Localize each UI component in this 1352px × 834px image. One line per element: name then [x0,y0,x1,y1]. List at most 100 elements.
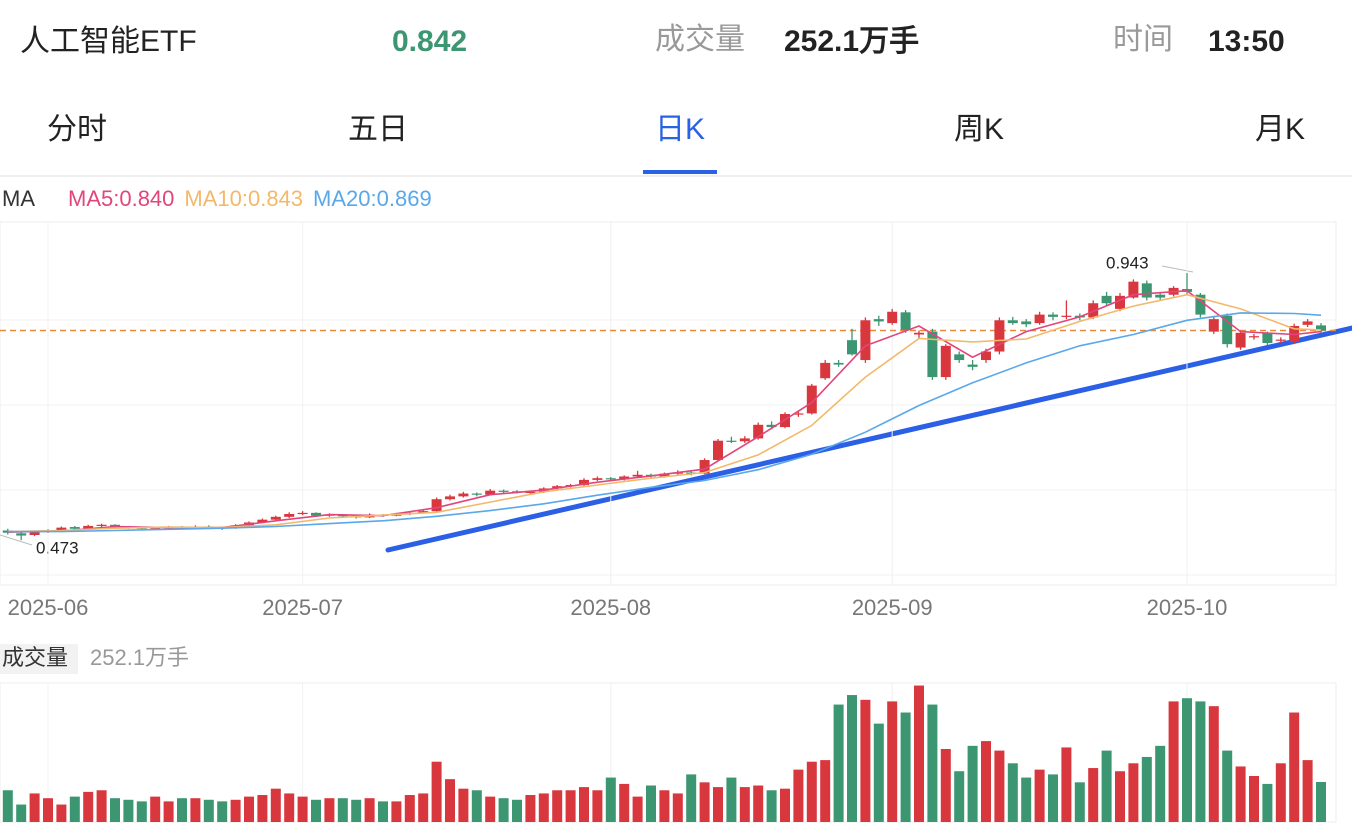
candle-body [699,460,710,474]
volume-bar [284,793,295,822]
volume-bar [1289,712,1300,822]
time-value: 13:50 [1208,25,1285,58]
volume-bar [485,796,496,822]
volume-bar [672,793,683,822]
candle-body [713,440,723,461]
volume-bar [806,761,817,822]
ma-legend-title: MA [2,186,35,211]
volume-bar [981,741,991,822]
volume-bar [297,796,308,822]
volume-title-bg [0,644,78,674]
volume-bar [780,788,790,822]
candle-body [270,516,281,520]
candle-body [940,345,951,378]
candle-body [873,319,884,322]
volume-bar [605,777,616,822]
volume-bar [69,796,80,822]
volume-bar [619,783,630,822]
volume-bar [1262,783,1273,822]
candle-body [619,476,630,480]
volume-bar [404,795,415,822]
volume-bar [83,791,94,822]
volume-bar [203,799,214,822]
candle-body [1235,332,1246,348]
volume-bar [2,790,13,822]
volume-bar [887,701,898,822]
volume-title: 成交量 [2,645,68,670]
volume-bar [646,785,656,822]
candle-body [29,531,40,536]
candle-body [914,332,924,335]
candle-body [431,499,442,512]
volume-bar [1048,774,1058,822]
tab[interactable]: 分时 [47,113,107,146]
candle-body [766,424,777,428]
high-annotation: 0.943 [1106,253,1149,272]
candle-body [552,486,563,489]
volume-bar [512,799,522,822]
volume-bar [833,704,844,822]
candle-body [485,490,496,495]
high-leader [1161,265,1194,273]
tab[interactable]: 五日 [348,113,408,146]
volume-bar [1074,782,1085,822]
volume-bar [525,795,536,822]
candle-body [605,478,616,480]
candle-body [110,524,120,527]
candle-body [806,385,817,414]
candle-body [284,513,295,517]
candle-body [1115,295,1125,309]
volume-legend: 252.1万手 [90,645,189,670]
volume-bar [739,787,750,822]
volume-bar [96,790,107,822]
candle-body [659,473,670,477]
volume-bar [351,799,362,822]
candle-body [83,525,94,529]
volume-bar [967,745,978,822]
candle-body [445,496,455,500]
volume-bar [900,712,911,822]
x-tick-label: 2025-09 [852,595,933,620]
volume-bar [1168,701,1179,822]
candle-body [739,438,750,442]
volume-bar [873,723,884,822]
volume-bar [860,699,871,822]
volume-bar [820,760,831,822]
candle-body [1208,319,1219,332]
volume-bar [458,788,469,822]
volume-bar [753,785,764,822]
candle-body [69,527,80,529]
candle-body [257,519,268,523]
volume-bar [1249,775,1259,822]
tab[interactable]: 月K [1255,113,1305,146]
volume-bar [565,790,576,822]
volume-bar [1115,771,1125,822]
candle-body [967,364,978,367]
volume-bar [163,801,174,822]
volume-bar [1101,750,1112,822]
volume-bar [1235,766,1246,822]
x-tick-label: 2025-07 [262,595,343,620]
volume-bar [1021,777,1032,822]
x-tick-label: 2025-10 [1147,595,1228,620]
ma-legend: MA20:0.869 [313,186,432,211]
volume-bar [471,790,482,822]
volume-bar [311,799,321,822]
candle-body [847,340,857,355]
volume-bar [1316,781,1326,822]
volume-bar [954,771,965,822]
volume-bar [445,779,455,822]
tab[interactable]: 周K [954,113,1004,146]
candle-body [297,512,308,515]
volume-bar [257,795,268,822]
tab[interactable]: 日K [655,113,705,146]
candle-body [1262,332,1273,343]
volume-bar [364,798,375,822]
volume-bar [190,798,201,822]
x-tick-label: 2025-08 [570,595,651,620]
candle-body [150,527,161,529]
x-tick-label: 2025-06 [8,595,89,620]
candle-body [1034,314,1045,324]
volume-bar [686,774,697,822]
